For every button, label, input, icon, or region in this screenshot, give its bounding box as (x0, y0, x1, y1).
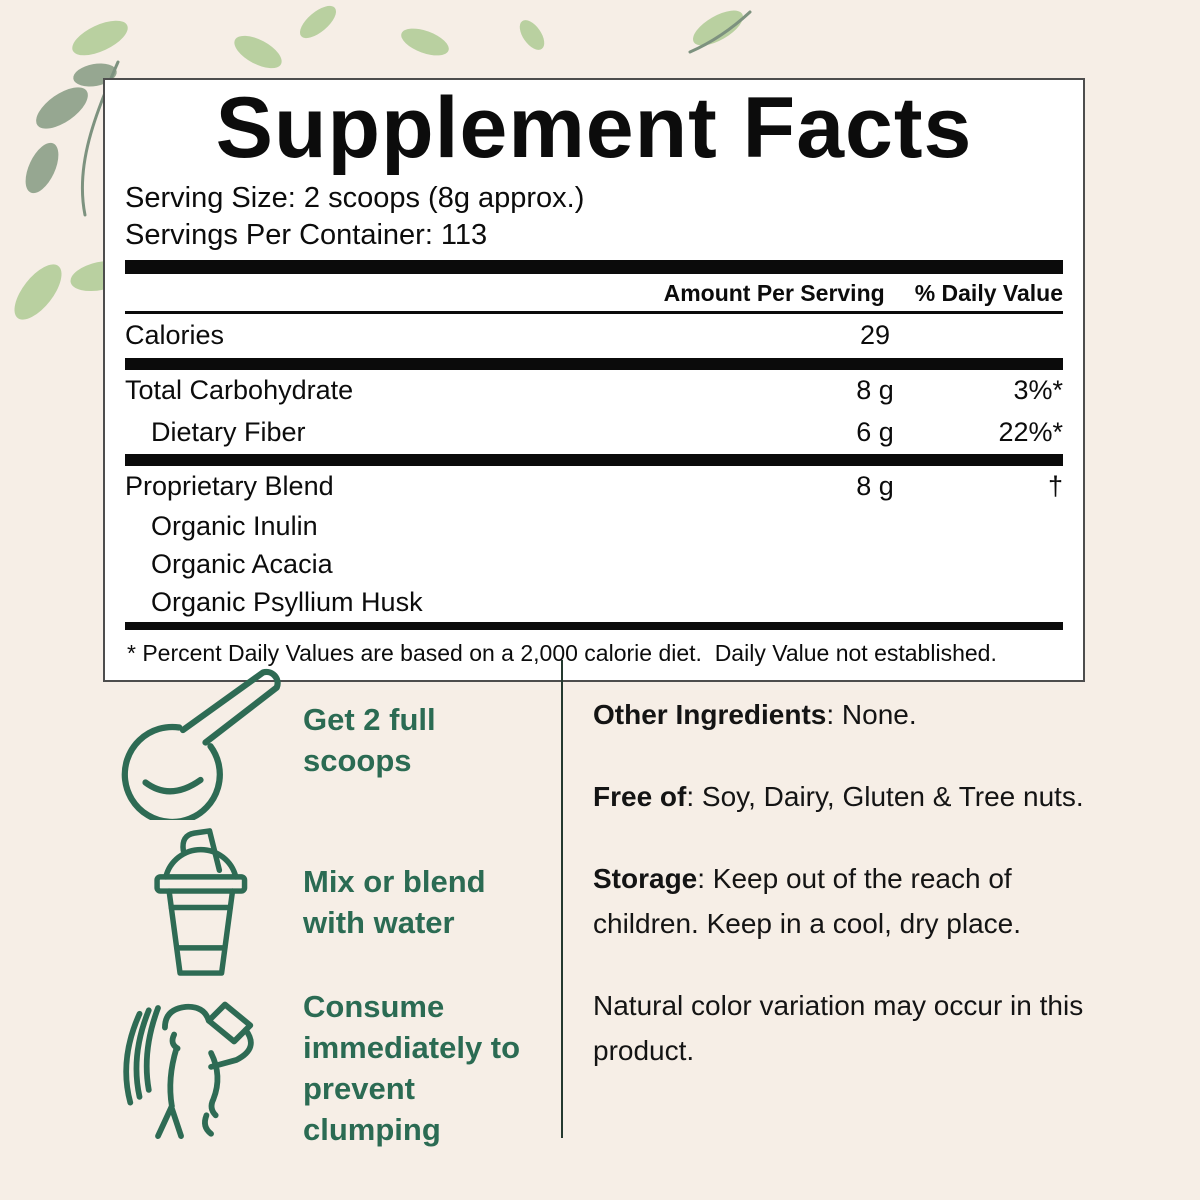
free-of-paragraph: Free of: Soy, Dairy, Gluten & Tree nuts. (593, 774, 1085, 819)
paragraph-label: Free of (593, 781, 687, 812)
direction-text: Get 2 full scoops (303, 702, 436, 778)
bottom-section: Get 2 full scoops Mix (103, 660, 1085, 1147)
fact-daily-value: 3%* (1013, 374, 1063, 405)
fact-label: Proprietary Blend (125, 470, 334, 501)
table-row-organic-acacia: Organic Acacia (125, 546, 1063, 584)
fact-label: Organic Acacia (151, 548, 333, 579)
paragraph-text: : Soy, Dairy, Gluten & Tree nuts. (686, 781, 1084, 812)
fact-label: Organic Inulin (151, 510, 318, 541)
table-row-dietary-fiber: Dietary Fiber 6 g 22%* (125, 412, 1063, 454)
fact-daily-value: † (1047, 470, 1063, 501)
fact-amount: 29 (859, 319, 891, 350)
paragraph-label: Other Ingredients (593, 699, 827, 730)
directions-column: Get 2 full scoops Mix (103, 660, 561, 1147)
divider-bar-thick (125, 259, 1063, 274)
fact-label: Organic Psyllium Husk (151, 586, 423, 617)
divider-bar-thin (125, 310, 1063, 314)
daily-value-footnote: * Percent Daily Values are based on a 2,… (127, 639, 997, 666)
person-drinking-icon (103, 993, 303, 1143)
paragraph-text: : None. (826, 699, 917, 730)
column-divider (561, 660, 563, 1138)
table-row-proprietary-blend: Proprietary Blend 8 g † (125, 466, 1063, 508)
paragraph-label: Storage (593, 863, 698, 894)
direction-text: Mix or blend with water (303, 864, 486, 940)
table-row-total-carbohydrate: Total Carbohydrate 8 g 3%* (125, 370, 1063, 412)
storage-paragraph: Storage: Keep out of the reach of childr… (593, 856, 1085, 946)
paragraph-text: Natural color variation may occur in thi… (593, 990, 1084, 1066)
fact-label: Dietary Fiber (151, 416, 306, 447)
color-variation-paragraph: Natural color variation may occur in thi… (593, 983, 1085, 1073)
fact-amount: 6 g (856, 416, 894, 447)
divider-bar-thick (125, 453, 1063, 466)
direction-item-mix: Mix or blend with water (103, 820, 561, 984)
table-header-row: Amount Per Serving % Daily Value (125, 274, 1063, 311)
paragraph-text: : Keep out of the reach of children. Kee… (593, 863, 1022, 939)
info-column: Other Ingredients: None. Free of: Soy, D… (563, 660, 1085, 1140)
smoothie-cup-icon (103, 820, 303, 984)
divider-bar-thick (125, 357, 1063, 370)
fact-label: Total Carbohydrate (125, 374, 354, 405)
direction-item-consume: Consume immediately to prevent clumping (103, 988, 561, 1148)
fact-label: Calories (125, 319, 225, 350)
panel-title: Supplement Facts (215, 80, 973, 176)
serving-size: Serving Size: 2 scoops (8g approx.) (125, 181, 585, 214)
table-row-calories: Calories 29 (125, 314, 1063, 358)
scoop-icon (103, 660, 303, 820)
fact-amount: 8 g (856, 374, 894, 405)
fact-daily-value: 22%* (998, 416, 1063, 447)
divider-bar-thick (125, 621, 1063, 630)
column-header-amount: Amount Per Serving (663, 279, 885, 306)
servings-per-container: Servings Per Container: 113 (125, 218, 488, 251)
column-header-daily-value: % Daily Value (914, 279, 1063, 306)
direction-item-scoops: Get 2 full scoops (103, 660, 561, 820)
table-row-organic-psyllium-husk: Organic Psyllium Husk (125, 584, 1063, 622)
other-ingredients-paragraph: Other Ingredients: None. (593, 692, 1085, 737)
table-row-organic-inulin: Organic Inulin (125, 508, 1063, 546)
direction-text: Consume immediately to prevent clumping (303, 989, 521, 1147)
fact-amount: 8 g (856, 470, 894, 501)
supplement-facts-panel: Supplement Facts Serving Size: 2 scoops … (103, 78, 1085, 682)
